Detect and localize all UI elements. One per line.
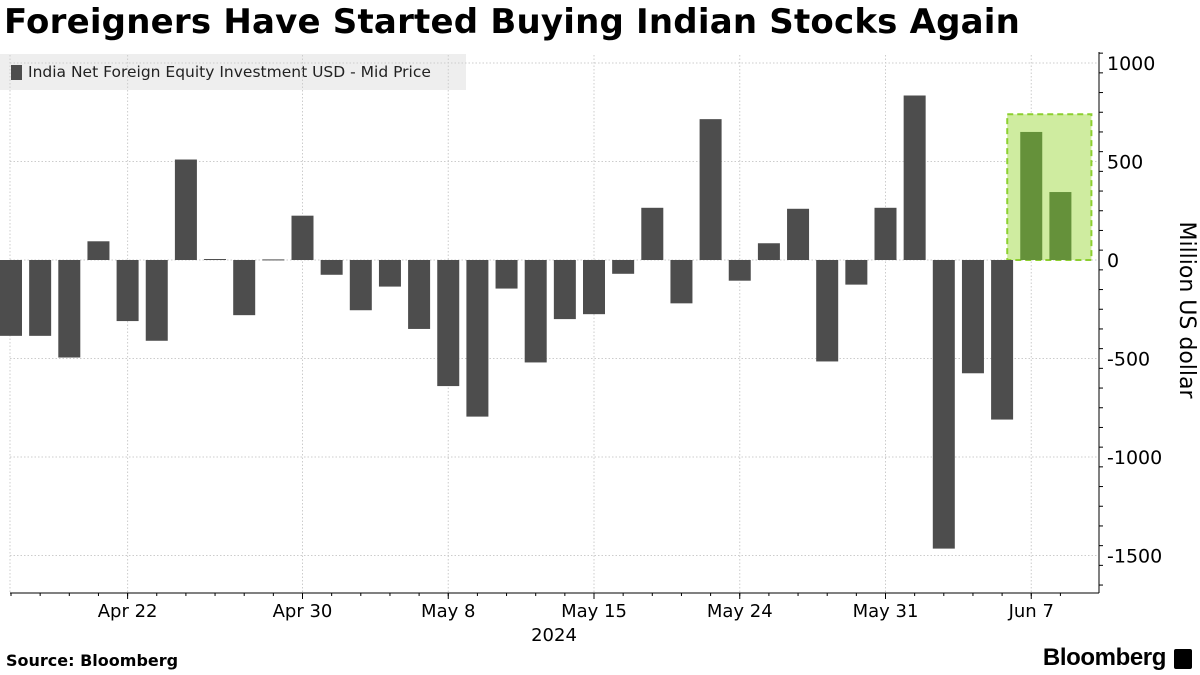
legend-label: India Net Foreign Equity Investment USD … — [28, 63, 431, 81]
x-tick-label: Jun 7 — [1008, 601, 1054, 622]
bar — [408, 260, 431, 329]
bloomberg-terminal-icon — [1174, 649, 1192, 669]
bar — [757, 243, 780, 260]
bar — [349, 260, 372, 311]
bar — [932, 260, 955, 549]
bar — [612, 260, 635, 274]
x-axis-year-label: 2024 — [531, 625, 577, 646]
x-tick-label: Apr 30 — [273, 601, 333, 622]
bar — [378, 260, 401, 287]
bar — [437, 260, 460, 387]
bar — [291, 215, 314, 260]
bar — [204, 259, 227, 261]
bar — [816, 260, 839, 362]
bloomberg-logo: Bloomberg — [1042, 644, 1166, 671]
bar — [320, 260, 343, 275]
highlight-region — [1006, 113, 1093, 261]
bar — [1049, 192, 1072, 260]
bar — [699, 119, 722, 261]
x-tick-label: May 31 — [853, 601, 919, 622]
bar — [0, 260, 22, 336]
y-tick-label: -1000 — [1107, 447, 1162, 469]
bar — [1020, 131, 1043, 260]
x-tick-label: May 8 — [421, 601, 475, 622]
y-tick-label: 500 — [1107, 152, 1143, 174]
bar — [58, 260, 81, 358]
chart-title: Foreigners Have Started Buying Indian St… — [4, 2, 1021, 42]
x-tick-label: Apr 22 — [98, 601, 158, 622]
bar — [787, 208, 810, 260]
bar — [670, 260, 693, 304]
legend: India Net Foreign Equity Investment USD … — [0, 54, 466, 90]
bars — [0, 95, 1072, 549]
bar — [903, 95, 926, 260]
source-note: Source: Bloomberg — [6, 651, 179, 670]
x-tick-label: May 15 — [561, 601, 627, 622]
bar — [641, 207, 664, 260]
highlight-box — [1006, 113, 1093, 261]
axes — [10, 52, 1103, 599]
bar — [466, 260, 489, 417]
bar — [728, 260, 751, 281]
bar — [116, 260, 139, 322]
bar — [991, 260, 1014, 420]
y-tick-label: -500 — [1107, 349, 1150, 371]
bar — [174, 159, 197, 260]
bar — [262, 259, 285, 261]
bar — [553, 260, 576, 320]
bar — [961, 260, 984, 374]
bar — [583, 260, 605, 315]
legend-swatch — [11, 64, 22, 80]
y-tick-label: 0 — [1107, 250, 1119, 272]
y-tick-label: 1000 — [1107, 53, 1155, 75]
y-tick-label: -1500 — [1107, 546, 1162, 568]
bar — [495, 260, 518, 289]
bar — [524, 260, 547, 363]
y-axis-title: Million US dollar — [1174, 221, 1199, 399]
bar — [29, 260, 52, 336]
bar — [145, 260, 168, 341]
bar — [87, 241, 110, 260]
axis-labels: 1000 500 0 -500 -1000 -1500 Million US dollar A… — [98, 53, 1199, 646]
bar — [874, 207, 897, 260]
bar — [233, 260, 256, 316]
x-tick-label: May 24 — [707, 601, 773, 622]
bar — [845, 260, 868, 285]
